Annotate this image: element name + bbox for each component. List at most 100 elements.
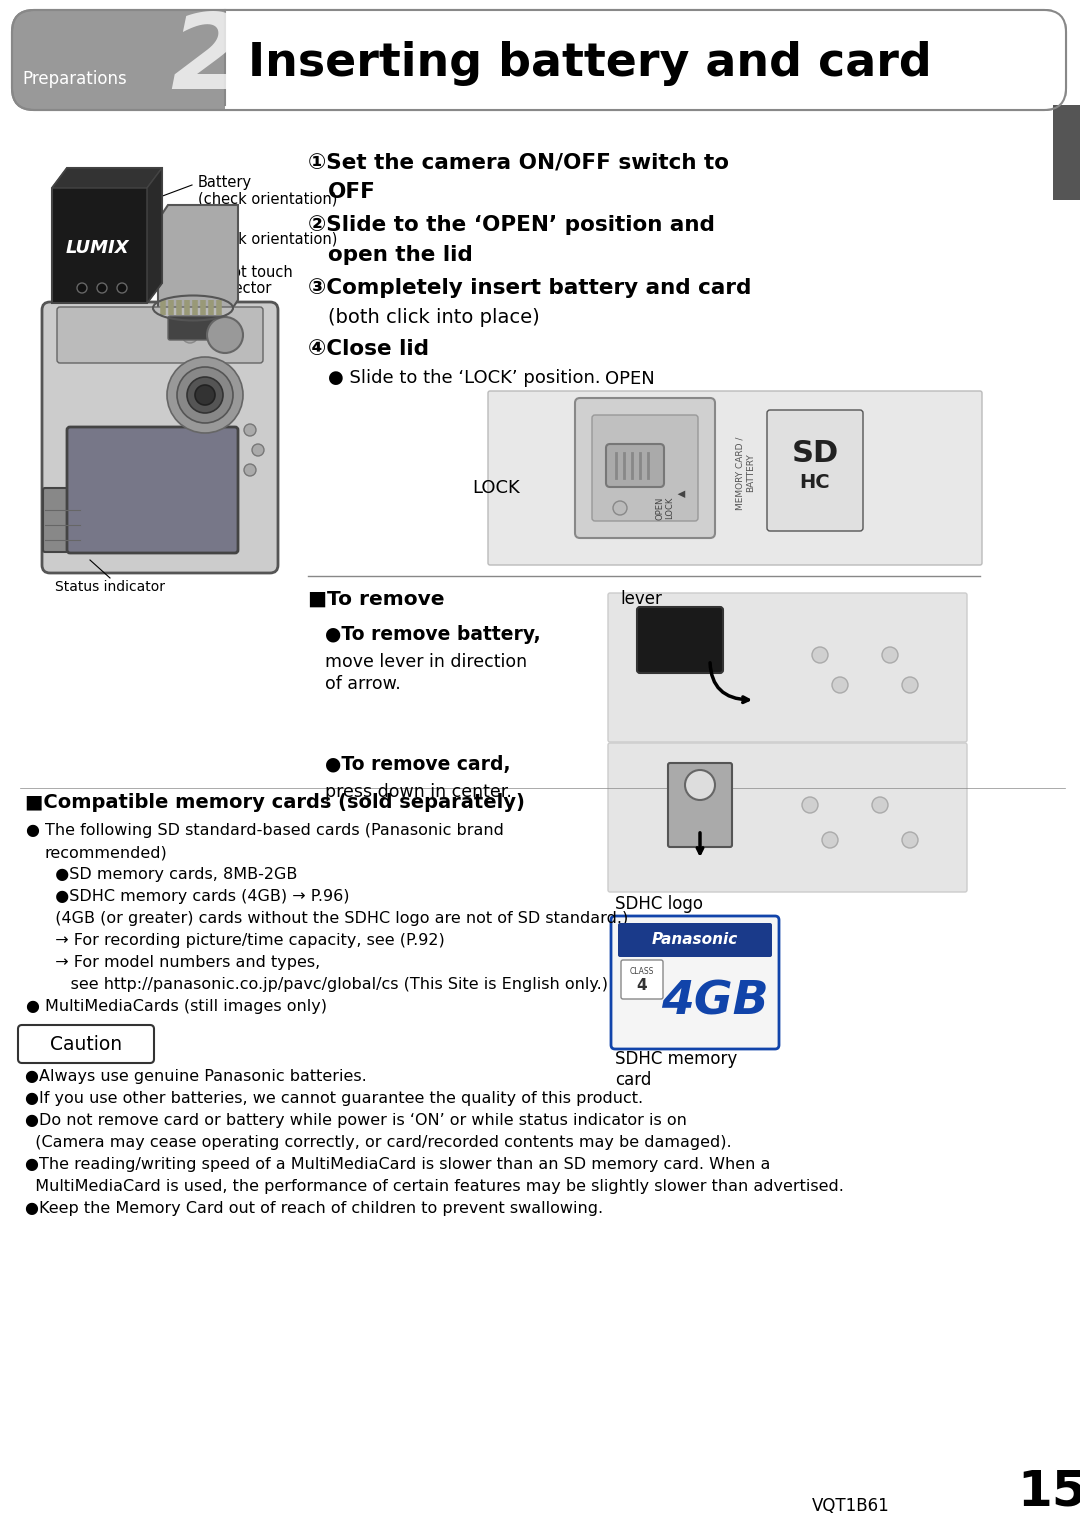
Polygon shape — [158, 206, 238, 315]
Circle shape — [613, 500, 627, 516]
FancyBboxPatch shape — [611, 916, 779, 1048]
Circle shape — [207, 327, 222, 342]
FancyBboxPatch shape — [67, 427, 238, 553]
Text: move lever in direction: move lever in direction — [325, 652, 527, 671]
Text: ●Always use genuine Panasonic batteries.: ●Always use genuine Panasonic batteries. — [25, 1068, 367, 1084]
Polygon shape — [52, 167, 162, 187]
Text: → For recording picture/time capacity, see (P.92): → For recording picture/time capacity, s… — [45, 933, 445, 949]
Text: of arrow.: of arrow. — [325, 675, 401, 692]
Text: Preparations: Preparations — [22, 71, 126, 87]
FancyBboxPatch shape — [608, 593, 967, 741]
Text: Do not touch: Do not touch — [198, 266, 293, 279]
FancyBboxPatch shape — [621, 959, 663, 999]
Text: ●: ● — [25, 999, 39, 1015]
Circle shape — [187, 378, 222, 413]
Text: ●SDHC memory cards (4GB) → P.96): ●SDHC memory cards (4GB) → P.96) — [45, 889, 350, 904]
FancyBboxPatch shape — [42, 302, 278, 573]
Circle shape — [177, 367, 233, 424]
Text: ●To remove battery,: ●To remove battery, — [325, 625, 541, 645]
Text: Status indicator: Status indicator — [55, 580, 165, 594]
Circle shape — [77, 282, 87, 293]
FancyBboxPatch shape — [57, 307, 264, 362]
Polygon shape — [52, 167, 162, 302]
Text: LOCK: LOCK — [472, 479, 519, 497]
Text: connector: connector — [198, 281, 271, 296]
Text: MultiMediaCard is used, the performance of certain features may be slightly slow: MultiMediaCard is used, the performance … — [25, 1179, 843, 1194]
Circle shape — [882, 646, 897, 663]
Text: 15: 15 — [1017, 1467, 1080, 1515]
Text: ③Completely insert battery and card: ③Completely insert battery and card — [308, 278, 752, 298]
Circle shape — [902, 677, 918, 692]
Text: MEMORY CARD /
BATTERY: MEMORY CARD / BATTERY — [735, 436, 755, 510]
Text: HC: HC — [799, 473, 831, 493]
Text: ④Close lid: ④Close lid — [308, 339, 429, 359]
Text: ▲: ▲ — [677, 490, 687, 497]
Text: (both click into place): (both click into place) — [328, 309, 540, 327]
FancyBboxPatch shape — [168, 316, 227, 339]
FancyBboxPatch shape — [43, 488, 82, 553]
Text: ●To remove card,: ●To remove card, — [325, 755, 511, 774]
Circle shape — [167, 358, 243, 433]
Circle shape — [117, 282, 127, 293]
Text: LOCK: LOCK — [665, 497, 675, 519]
FancyBboxPatch shape — [669, 763, 732, 847]
Text: VQT1B61: VQT1B61 — [812, 1497, 890, 1515]
Text: open the lid: open the lid — [328, 246, 473, 266]
Circle shape — [183, 327, 198, 342]
Text: Battery: Battery — [198, 175, 252, 190]
FancyBboxPatch shape — [12, 11, 1066, 111]
Circle shape — [872, 797, 888, 814]
FancyBboxPatch shape — [608, 743, 967, 892]
Circle shape — [244, 424, 256, 436]
Text: (check orientation): (check orientation) — [198, 190, 337, 206]
Text: ②Slide to the ‘OPEN’ position and: ②Slide to the ‘OPEN’ position and — [308, 215, 715, 235]
Text: ● Slide to the ‘LOCK’ position.: ● Slide to the ‘LOCK’ position. — [328, 368, 600, 387]
Text: SD: SD — [792, 439, 839, 468]
Text: ●If you use other batteries, we cannot guarantee the quality of this product.: ●If you use other batteries, we cannot g… — [25, 1091, 643, 1107]
Circle shape — [802, 797, 818, 814]
Text: LUMIX: LUMIX — [65, 239, 129, 256]
Circle shape — [97, 282, 107, 293]
Circle shape — [195, 385, 215, 405]
Text: (4GB (or greater) cards without the SDHC logo are not of SD standard.): (4GB (or greater) cards without the SDHC… — [45, 910, 629, 926]
Text: ●Keep the Memory Card out of reach of children to prevent swallowing.: ●Keep the Memory Card out of reach of ch… — [25, 1200, 603, 1216]
Text: (Camera may cease operating correctly, or card/recorded contents may be damaged): (Camera may cease operating correctly, o… — [25, 1134, 731, 1150]
Text: see http://panasonic.co.jp/pavc/global/cs (This Site is English only.): see http://panasonic.co.jp/pavc/global/c… — [45, 976, 608, 992]
Text: 2: 2 — [171, 9, 244, 111]
Polygon shape — [147, 167, 162, 302]
Bar — [1053, 104, 1080, 200]
FancyBboxPatch shape — [606, 444, 664, 487]
Text: OFF: OFF — [328, 183, 376, 203]
Text: Panasonic: Panasonic — [652, 932, 738, 947]
Text: 4: 4 — [637, 978, 647, 993]
Text: ■To remove: ■To remove — [308, 589, 445, 609]
Circle shape — [822, 832, 838, 847]
Text: SDHC logo: SDHC logo — [615, 895, 703, 913]
Text: recommended): recommended) — [45, 844, 167, 860]
Text: ●Do not remove card or battery while power is ‘ON’ or while status indicator is : ●Do not remove card or battery while pow… — [25, 1113, 687, 1128]
FancyBboxPatch shape — [767, 410, 863, 531]
Text: OPEN: OPEN — [656, 496, 664, 520]
FancyBboxPatch shape — [592, 414, 698, 520]
Text: CLASS: CLASS — [630, 967, 654, 976]
Circle shape — [812, 646, 828, 663]
Text: (check orientation): (check orientation) — [198, 230, 337, 246]
FancyBboxPatch shape — [488, 391, 982, 565]
Text: Inserting battery and card: Inserting battery and card — [248, 40, 932, 86]
Circle shape — [244, 464, 256, 476]
Circle shape — [207, 318, 243, 353]
Text: → For model numbers and types,: → For model numbers and types, — [45, 955, 321, 970]
Text: OPEN: OPEN — [605, 370, 654, 388]
FancyBboxPatch shape — [637, 606, 723, 672]
FancyBboxPatch shape — [618, 923, 772, 956]
Text: SDHC memory
card: SDHC memory card — [615, 1050, 738, 1088]
Text: ●: ● — [25, 823, 39, 838]
Text: ①Set the camera ON/OFF switch to: ①Set the camera ON/OFF switch to — [308, 152, 729, 172]
Circle shape — [685, 771, 715, 800]
Circle shape — [252, 444, 264, 456]
Text: MultiMediaCards (still images only): MultiMediaCards (still images only) — [45, 999, 327, 1015]
Text: Caution: Caution — [50, 1035, 122, 1053]
Text: The following SD standard-based cards (Panasonic brand: The following SD standard-based cards (P… — [45, 823, 504, 838]
Text: ■Compatible memory cards (sold separately): ■Compatible memory cards (sold separatel… — [25, 794, 525, 812]
Text: lever: lever — [620, 589, 662, 608]
